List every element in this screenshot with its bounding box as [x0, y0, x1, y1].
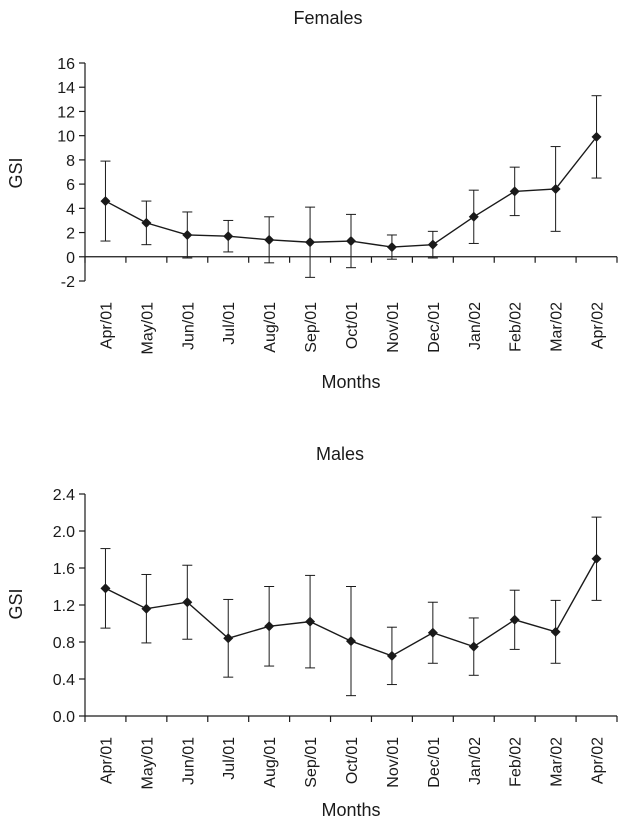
y-tick-label: 8	[66, 153, 75, 170]
y-tick-label: 0.0	[53, 709, 75, 726]
y-tick-label: 1.6	[53, 561, 75, 578]
y-tick-label: 2	[66, 226, 75, 243]
data-point	[550, 626, 561, 637]
y-tick-label: 4	[66, 201, 75, 218]
data-point	[305, 616, 316, 627]
ylabel-females: GSI	[6, 157, 26, 188]
chart-males: Males GSI Months 0.0 0.4 0.8 1.2 1.6 2.0 2.4 Ap…	[6, 444, 618, 820]
x-tick-label: Jul/01	[221, 737, 238, 780]
x-tick-label: Apr/02	[590, 302, 607, 349]
data-point	[346, 236, 356, 247]
data-point	[386, 650, 397, 661]
chart-title-males: Males	[316, 444, 364, 464]
y-tick-label: 6	[66, 177, 75, 194]
y-tick-label: 2.0	[53, 524, 75, 541]
data-point	[591, 553, 602, 564]
data-point	[509, 614, 520, 625]
data-point	[346, 636, 356, 647]
x-tick-label: Jun/01	[180, 302, 197, 350]
data-point	[509, 186, 520, 197]
data-point	[182, 229, 193, 240]
x-tick-label: Nov/01	[385, 737, 402, 788]
xlabel-females: Months	[321, 372, 380, 392]
y-tick-label: 0	[66, 250, 75, 267]
data-point	[468, 641, 479, 652]
x-tick-label: Dec/01	[426, 737, 443, 788]
ylabel-males: GSI	[6, 588, 26, 619]
xlabel-males: Months	[321, 800, 380, 820]
data-point	[141, 217, 152, 228]
x-tick-label: Jun/01	[180, 737, 197, 785]
x-tick-label: Jan/02	[467, 302, 484, 350]
y-tick-label: 10	[57, 129, 75, 146]
data-point	[264, 621, 275, 632]
data-point	[427, 627, 438, 638]
x-tick-label: Oct/01	[344, 302, 361, 349]
x-tick-label: Jan/02	[467, 737, 484, 785]
x-tick-label: May/01	[139, 302, 156, 355]
plot-area-males: 0.0 0.4 0.8 1.2 1.6 2.0 2.4 Apr/01 May/01 Jun/01 J…	[53, 487, 618, 790]
y-tick-label: 2.4	[53, 487, 75, 504]
x-tick-label: Jul/01	[221, 302, 238, 345]
x-tick-label: Dec/01	[426, 302, 443, 353]
y-tick-label: 14	[57, 80, 75, 97]
data-point	[386, 242, 397, 253]
x-tick-label: Feb/02	[508, 302, 525, 352]
data-point	[223, 231, 234, 242]
x-tick-label: Aug/01	[262, 737, 279, 788]
data-point	[182, 597, 193, 608]
data-point	[223, 633, 234, 644]
x-tick-label: Mar/02	[549, 302, 566, 352]
data-point	[427, 239, 438, 250]
data-point	[100, 583, 111, 594]
x-tick-label: Apr/02	[590, 737, 607, 784]
data-point	[305, 237, 316, 248]
data-point	[100, 196, 111, 207]
plot-area-females: -2 0 2 4 6 8 10 12 14 16 Apr/01 May/01 Jun/01 Jul/01 A…	[57, 56, 618, 355]
data-point	[141, 603, 152, 614]
x-tick-label: Sep/01	[303, 302, 320, 353]
chart-title-females: Females	[293, 8, 362, 28]
y-tick-label: 12	[57, 104, 75, 121]
data-point	[550, 183, 561, 194]
x-tick-label: Aug/01	[262, 302, 279, 353]
x-tick-label: Apr/01	[98, 302, 115, 349]
x-tick-label: Mar/02	[549, 737, 566, 787]
x-tick-label: Sep/01	[303, 737, 320, 788]
x-tick-label: Oct/01	[344, 737, 361, 784]
y-tick-label: 0.8	[53, 635, 75, 652]
y-tick-label: -2	[61, 274, 75, 291]
y-tick-label: 0.4	[53, 672, 75, 689]
x-tick-label: Apr/01	[98, 737, 115, 784]
x-tick-label: Nov/01	[385, 302, 402, 353]
data-point	[591, 131, 602, 142]
y-tick-label: 16	[57, 56, 75, 73]
x-tick-label: May/01	[139, 737, 156, 790]
data-point	[264, 234, 275, 245]
chart-females: Females GSI Months -2 0 2 4 6 8 10 12 14 16 Apr/01…	[6, 8, 618, 392]
data-point	[468, 211, 479, 222]
x-tick-label: Feb/02	[508, 737, 525, 787]
y-tick-label: 1.2	[53, 598, 75, 615]
